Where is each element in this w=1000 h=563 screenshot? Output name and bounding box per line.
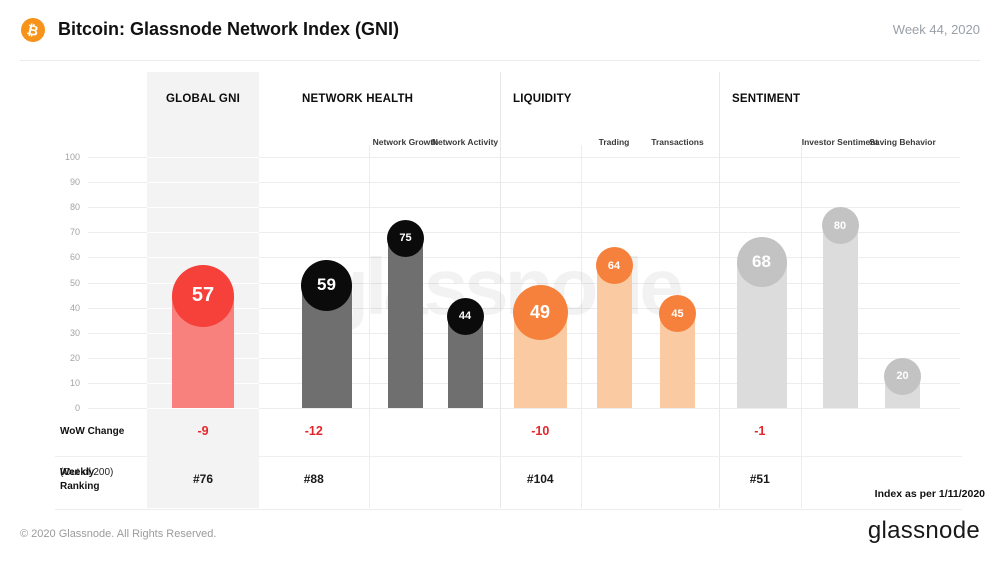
gridline-90: [88, 182, 960, 184]
y-axis-tick-50: 50: [69, 277, 80, 288]
column-header-sentiment: SENTIMENT: [732, 93, 801, 105]
wow-change-row-label: WoW Change: [60, 426, 125, 437]
gridline-80: [88, 207, 960, 209]
trading-bar: [596, 265, 632, 408]
y-axis-tick-40: 40: [69, 302, 80, 313]
gridline-50: [88, 282, 960, 284]
y-axis-tick-100: 100: [64, 152, 80, 162]
sub-divider-0: [368, 145, 370, 508]
gridline-100: [88, 157, 960, 158]
footer: © 2020 Glassnode. All Rights Reserved. g…: [0, 511, 1000, 563]
gridline-70: [88, 232, 960, 234]
weekly-ranking-network-health: #88: [303, 472, 324, 486]
investor-sentiment-bar: [822, 225, 858, 408]
sub-header-investor-sentiment: Investor Sentiment: [801, 136, 879, 147]
weekly-ranking-global-gni: #76: [192, 472, 214, 486]
panel-gridline-80: [147, 207, 259, 209]
weekly-ranking-row-label: Weekly Ranking (Out of 200): [60, 466, 114, 492]
saving-behavior-value-bubble: 20: [884, 357, 921, 395]
wow-change-liquidity: -10: [531, 424, 550, 438]
wow-change-sentiment: -1: [754, 424, 766, 438]
header: ₿ Bitcoin: Glassnode Network Index (GNI)…: [0, 0, 1000, 60]
index-date-footnote: Index as per 1/11/2020: [874, 488, 985, 500]
column-header-liquidity: LIQUIDITY: [513, 93, 572, 105]
panel-gridline-0: [147, 408, 259, 409]
panel-gridline-90: [147, 182, 259, 184]
glassnode-logo: glassnode: [867, 517, 980, 544]
y-axis-tick-60: 60: [69, 252, 80, 263]
column-header-network-health: NETWORK HEALTH: [302, 93, 414, 105]
panel-gridline-60: [147, 257, 259, 259]
transactions-value-bubble: 45: [659, 295, 696, 333]
investor-sentiment-value-bubble: 80: [821, 207, 859, 245]
gridline-60: [88, 257, 960, 259]
bitcoin-icon: ₿: [21, 18, 45, 42]
wow-change-global-gni: -9: [197, 424, 209, 438]
wow-row-divider: [55, 455, 962, 457]
network-health-main-value-bubble: 59: [301, 259, 352, 311]
panel-gridline-100: [147, 157, 259, 158]
sub-header-network-activity: Network Activity: [431, 136, 499, 147]
network-growth-value-bubble: 75: [387, 219, 424, 257]
y-axis-tick-10: 10: [69, 377, 80, 388]
y-axis-tick-20: 20: [69, 352, 80, 363]
panel-gridline-70: [147, 232, 259, 234]
header-divider: [20, 60, 980, 61]
sub-divider-2: [800, 145, 802, 508]
sub-header-transactions: Transactions: [651, 136, 704, 147]
weekly-ranking-liquidity: #104: [526, 472, 554, 486]
y-axis-tick-30: 30: [69, 327, 80, 338]
y-axis-tick-70: 70: [69, 227, 80, 238]
column-header-global-gni: GLOBAL GNI: [166, 93, 240, 105]
weekly-ranking-note: (Out of 200): [60, 467, 114, 478]
y-axis-tick-90: 90: [69, 177, 80, 188]
gridline-0: [88, 408, 960, 409]
y-axis-tick-80: 80: [69, 202, 80, 213]
global-gni-main-value-bubble: 57: [172, 264, 234, 327]
sentiment-main-value-bubble: 68: [736, 237, 787, 288]
group-divider-1: [719, 72, 720, 508]
network-activity-value-bubble: 44: [446, 297, 484, 335]
table-bottom-line: [55, 509, 962, 510]
sub-header-trading: Trading: [598, 136, 630, 147]
sub-divider-1: [580, 145, 582, 508]
week-label: Week 44, 2020: [892, 22, 980, 37]
group-divider-0: [500, 72, 501, 508]
liquidity-main-value-bubble: 49: [512, 285, 568, 340]
wow-change-network-health: -12: [304, 424, 323, 438]
sub-header-saving-behavior: Saving Behavior: [869, 136, 936, 147]
page-title: Bitcoin: Glassnode Network Index (GNI): [58, 19, 400, 39]
y-axis-tick-0: 0: [74, 403, 80, 413]
copyright-text: © 2020 Glassnode. All Rights Reserved.: [20, 528, 217, 540]
weekly-ranking-sentiment: #51: [749, 472, 770, 486]
network-growth-bar: [388, 238, 423, 408]
trading-value-bubble: 64: [595, 247, 633, 285]
sub-header-network-growth: Network Growth: [372, 136, 439, 147]
weekly-ranking-label-line: Weekly Ranking: [60, 467, 100, 492]
